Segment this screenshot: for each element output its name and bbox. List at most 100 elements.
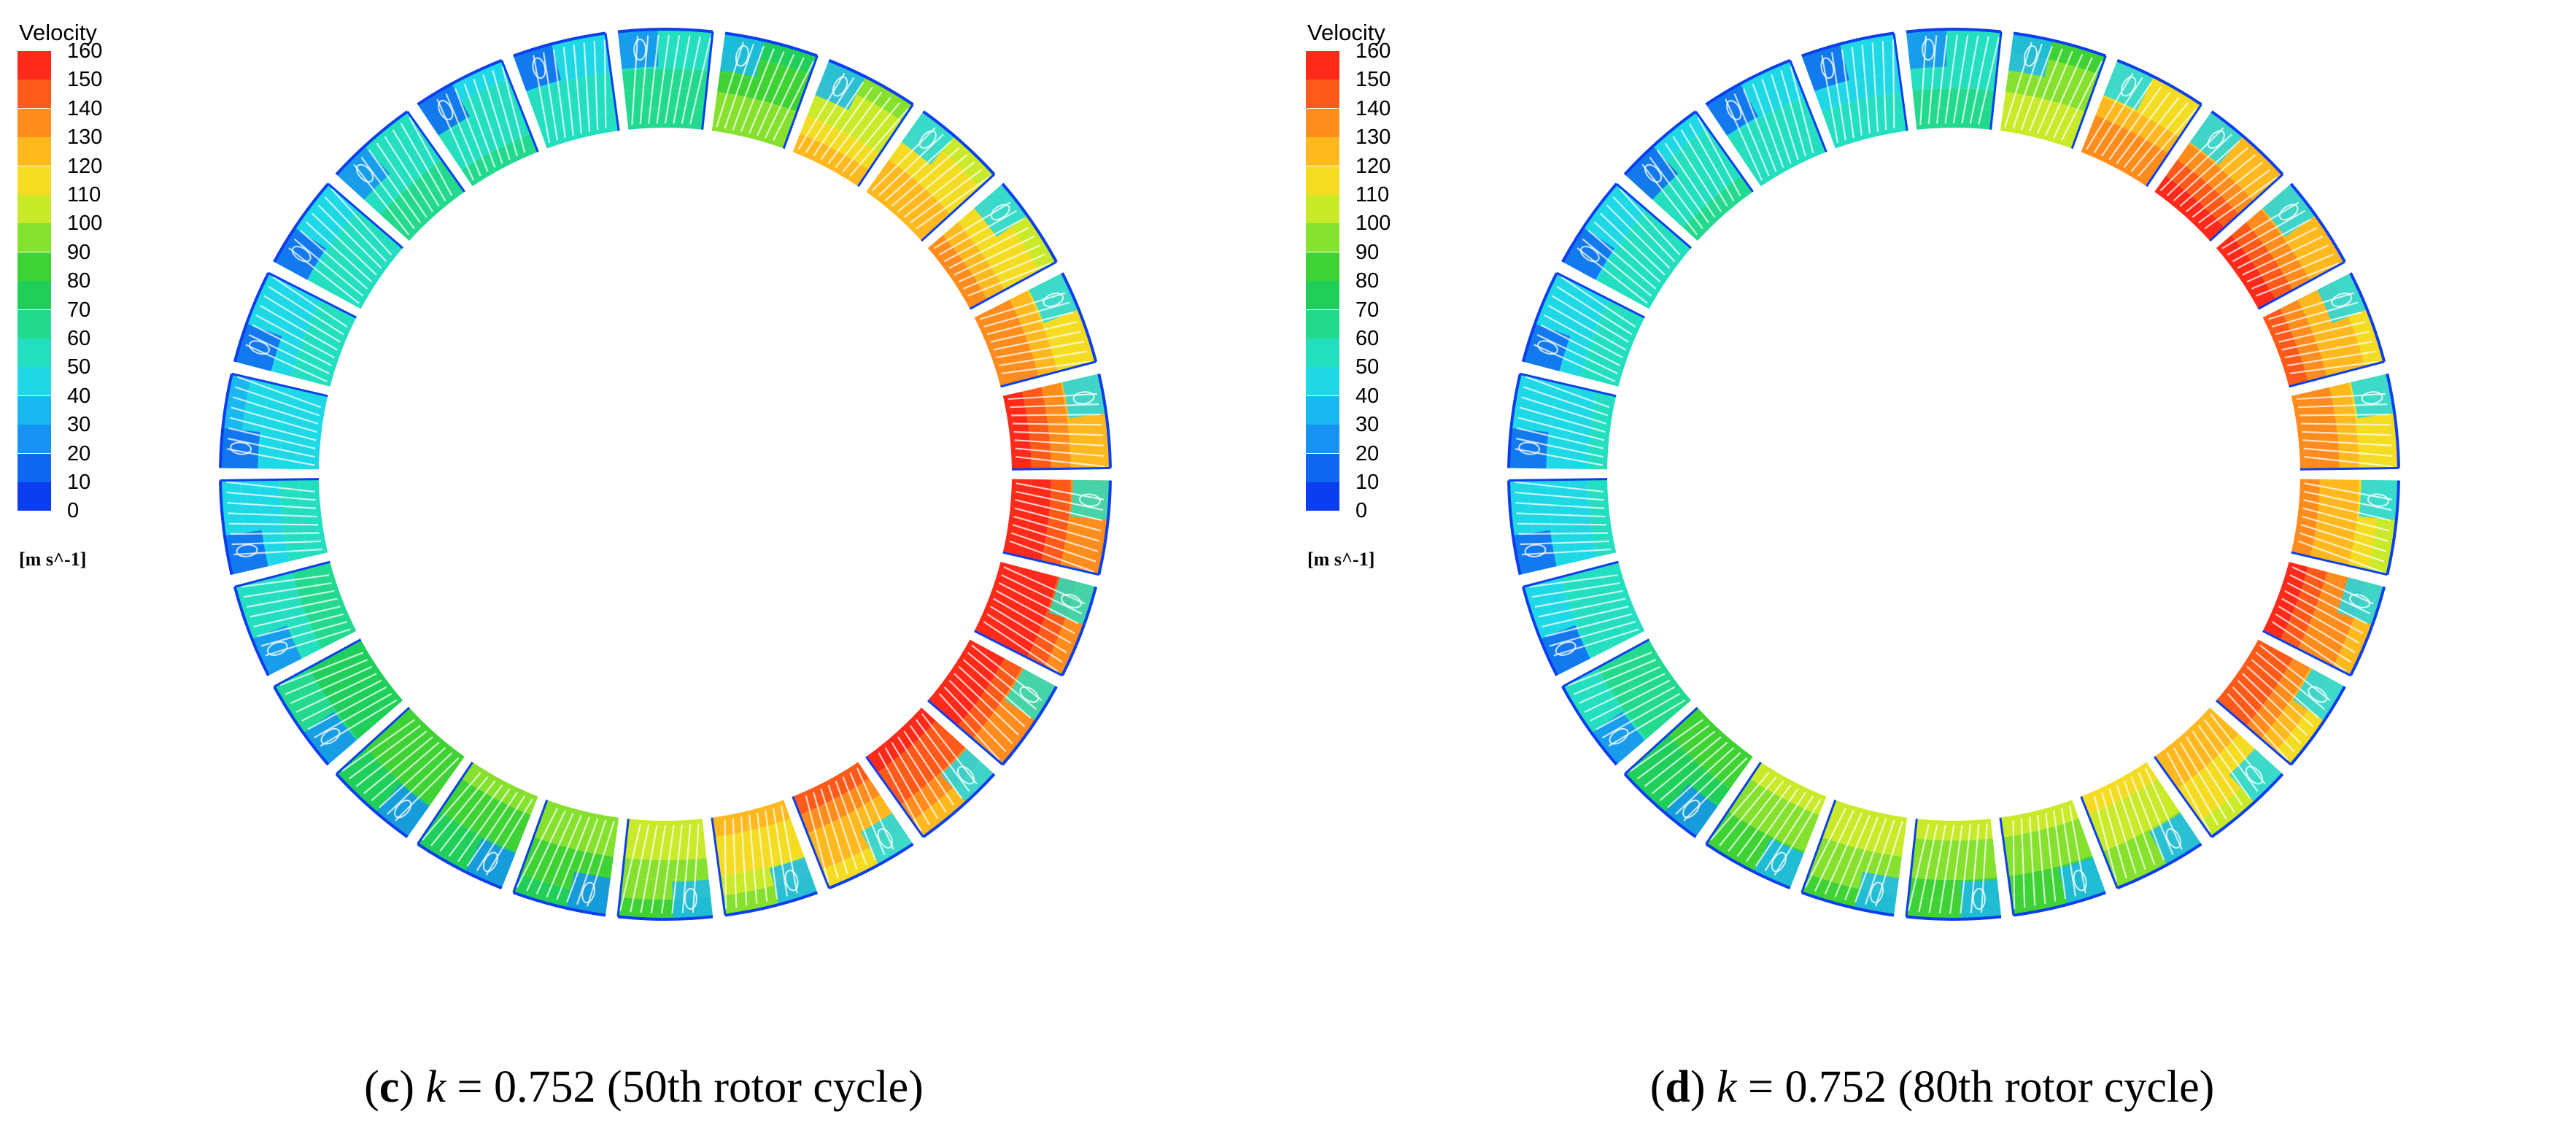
colorbar-tick-label: 110 — [1355, 183, 1390, 206]
passage-velocity-band — [2081, 762, 2158, 815]
vortex-streamline — [1972, 887, 1986, 910]
passage-14 — [1801, 799, 1908, 917]
streamline — [2271, 621, 2347, 673]
streamline — [387, 752, 453, 815]
streamline — [2251, 253, 2335, 290]
streamline — [1936, 34, 1948, 124]
streamline — [2302, 439, 2392, 447]
streamline — [1016, 490, 1104, 511]
streamline — [630, 824, 650, 913]
streamline — [2303, 499, 2391, 522]
blade-edge — [2215, 699, 2292, 766]
streamline — [2242, 235, 2324, 276]
streamline — [1568, 652, 1652, 687]
colorbar-swatch — [18, 482, 51, 511]
streamline — [1601, 692, 1681, 739]
streamline — [384, 136, 433, 212]
streamline — [272, 276, 348, 328]
passage-outer-wall — [2116, 843, 2202, 890]
passage-outer-wall — [1906, 28, 2002, 34]
streamline — [2246, 244, 2329, 283]
colorbar-tick-label: 50 — [67, 355, 91, 379]
streamline — [371, 741, 440, 802]
streamline — [1881, 40, 1887, 131]
streamline — [2166, 752, 2211, 832]
passage-21 — [233, 271, 357, 387]
blade-edge — [336, 706, 410, 775]
streamline — [1545, 613, 1633, 638]
streamline — [573, 45, 582, 134]
streamline — [1629, 719, 1703, 773]
streamline — [2037, 50, 2073, 134]
streamline — [820, 788, 848, 875]
caption-letter: d — [1665, 1062, 1690, 1112]
colorbar-tick-label: 30 — [67, 413, 91, 437]
streamline — [1553, 628, 1639, 657]
passage-velocity-band — [1561, 571, 1610, 658]
recirculation-zone — [2057, 857, 2106, 905]
passage-outer-wall — [2349, 272, 2386, 363]
streamline — [313, 692, 392, 739]
vortex-streamline — [1726, 99, 1742, 120]
blade-edge — [782, 55, 819, 150]
passage-14 — [512, 799, 619, 917]
streamline — [2299, 532, 2385, 563]
passage-5 — [2262, 272, 2386, 388]
recirculation-zone — [1801, 44, 1850, 91]
passage-velocity-band — [807, 795, 891, 852]
recirculation-zone — [513, 44, 562, 91]
streamline — [229, 417, 317, 441]
passage-velocity-band — [279, 479, 309, 562]
colorbar-swatch — [18, 453, 51, 482]
streamline — [1608, 699, 1686, 747]
streamline — [2298, 403, 2388, 409]
streamline — [236, 376, 322, 409]
streamline — [1664, 142, 1716, 218]
vortex-streamline — [2308, 686, 2328, 703]
vortex-streamline — [735, 45, 749, 67]
streamline — [2020, 45, 2053, 131]
vortex-streamline — [291, 245, 312, 263]
passage-20 — [219, 372, 328, 470]
streamline — [1556, 285, 1633, 336]
streamline — [409, 117, 453, 196]
streamline — [2179, 741, 2227, 819]
streamline — [1697, 117, 1741, 196]
streamline — [958, 665, 1026, 727]
streamline — [1015, 499, 1102, 522]
passage-velocity-band — [1822, 818, 1905, 857]
blade-edge — [927, 699, 1004, 766]
passage-outer-wall — [417, 58, 503, 106]
blade-edge — [220, 478, 320, 482]
streamline — [1014, 439, 1104, 447]
passage-outer-wall — [2211, 773, 2284, 838]
blade-edge — [857, 104, 914, 188]
passage-18 — [1521, 560, 1645, 676]
streamline — [820, 86, 873, 161]
streamline — [962, 253, 1046, 290]
streamline — [1519, 406, 1606, 433]
streamline — [962, 659, 1032, 719]
vortex-streamline — [1682, 799, 1701, 819]
streamline — [2255, 652, 2326, 711]
streamline — [2259, 644, 2331, 701]
streamline — [2268, 292, 2354, 320]
streamline — [2020, 818, 2026, 908]
streamline — [619, 824, 641, 912]
streamline — [476, 795, 526, 872]
passage-24 — [417, 58, 539, 187]
streamline — [1851, 47, 1863, 136]
streamline — [2045, 53, 2084, 136]
caption-open: ( — [364, 1062, 379, 1112]
streamline — [938, 692, 1000, 760]
streamline — [903, 161, 975, 218]
streamline — [379, 746, 446, 808]
colorbar-swatch — [18, 425, 51, 454]
colorbar-swatch — [1306, 195, 1339, 223]
streamline — [2286, 581, 2367, 625]
passage-17 — [1561, 638, 1692, 766]
streamline — [909, 169, 983, 224]
streamline — [1961, 35, 1979, 124]
streamline — [1688, 123, 1735, 201]
passage-outer-wall — [513, 891, 606, 917]
